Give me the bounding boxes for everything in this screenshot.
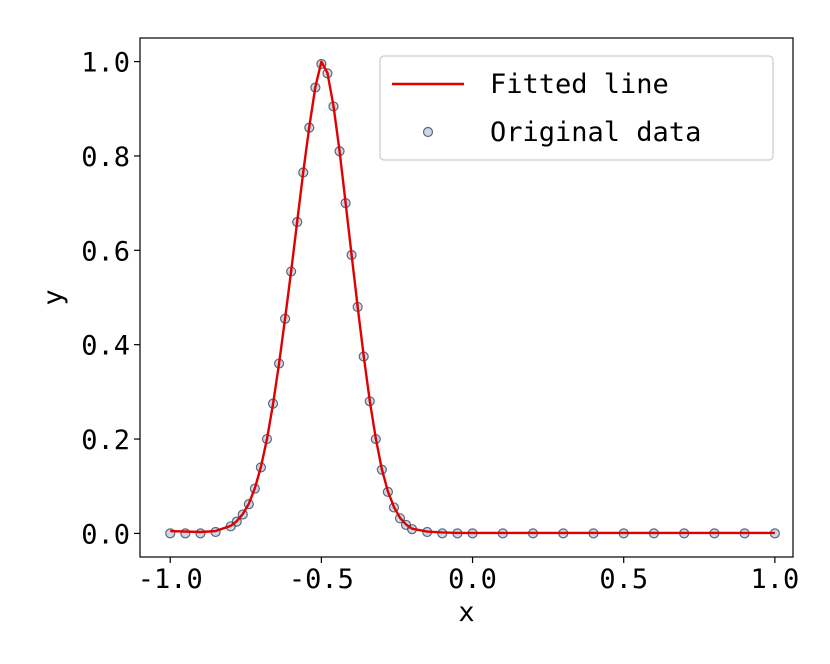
x-tick-label: 0.0 [448,564,497,595]
y-tick-label: 0.2 [81,425,130,456]
axes-layer: -1.0 -0.5 0.0 0.5 1.0 0.0 0.2 0.4 0.6 0.8 1.0 x y [38,37,799,628]
legend-label: Fitted line [490,69,669,100]
legend-marker-swatch [422,126,434,138]
line-layer [170,60,775,535]
x-tick-label: 0.5 [599,564,648,595]
y-tick-label: 0.8 [81,142,130,173]
y-tick-label: 0.6 [81,236,130,267]
y-tick-label: 0.0 [81,519,130,550]
legend: Fitted line Original data [379,55,774,161]
legend-box [379,55,774,161]
x-tick-label: 1.0 [750,564,799,595]
y-axis-label: y [38,289,69,305]
x-axis-label: x [458,597,474,628]
y-tick-label: 1.0 [81,48,130,79]
x-tick-label: -1.0 [138,564,203,595]
legend-label: Original data [490,117,701,148]
data-point [195,528,206,539]
y-tick-label: 0.4 [81,331,130,362]
plot-frame [139,37,794,558]
fitted-line-series [170,60,775,535]
x-tick-label: -0.5 [289,564,354,595]
